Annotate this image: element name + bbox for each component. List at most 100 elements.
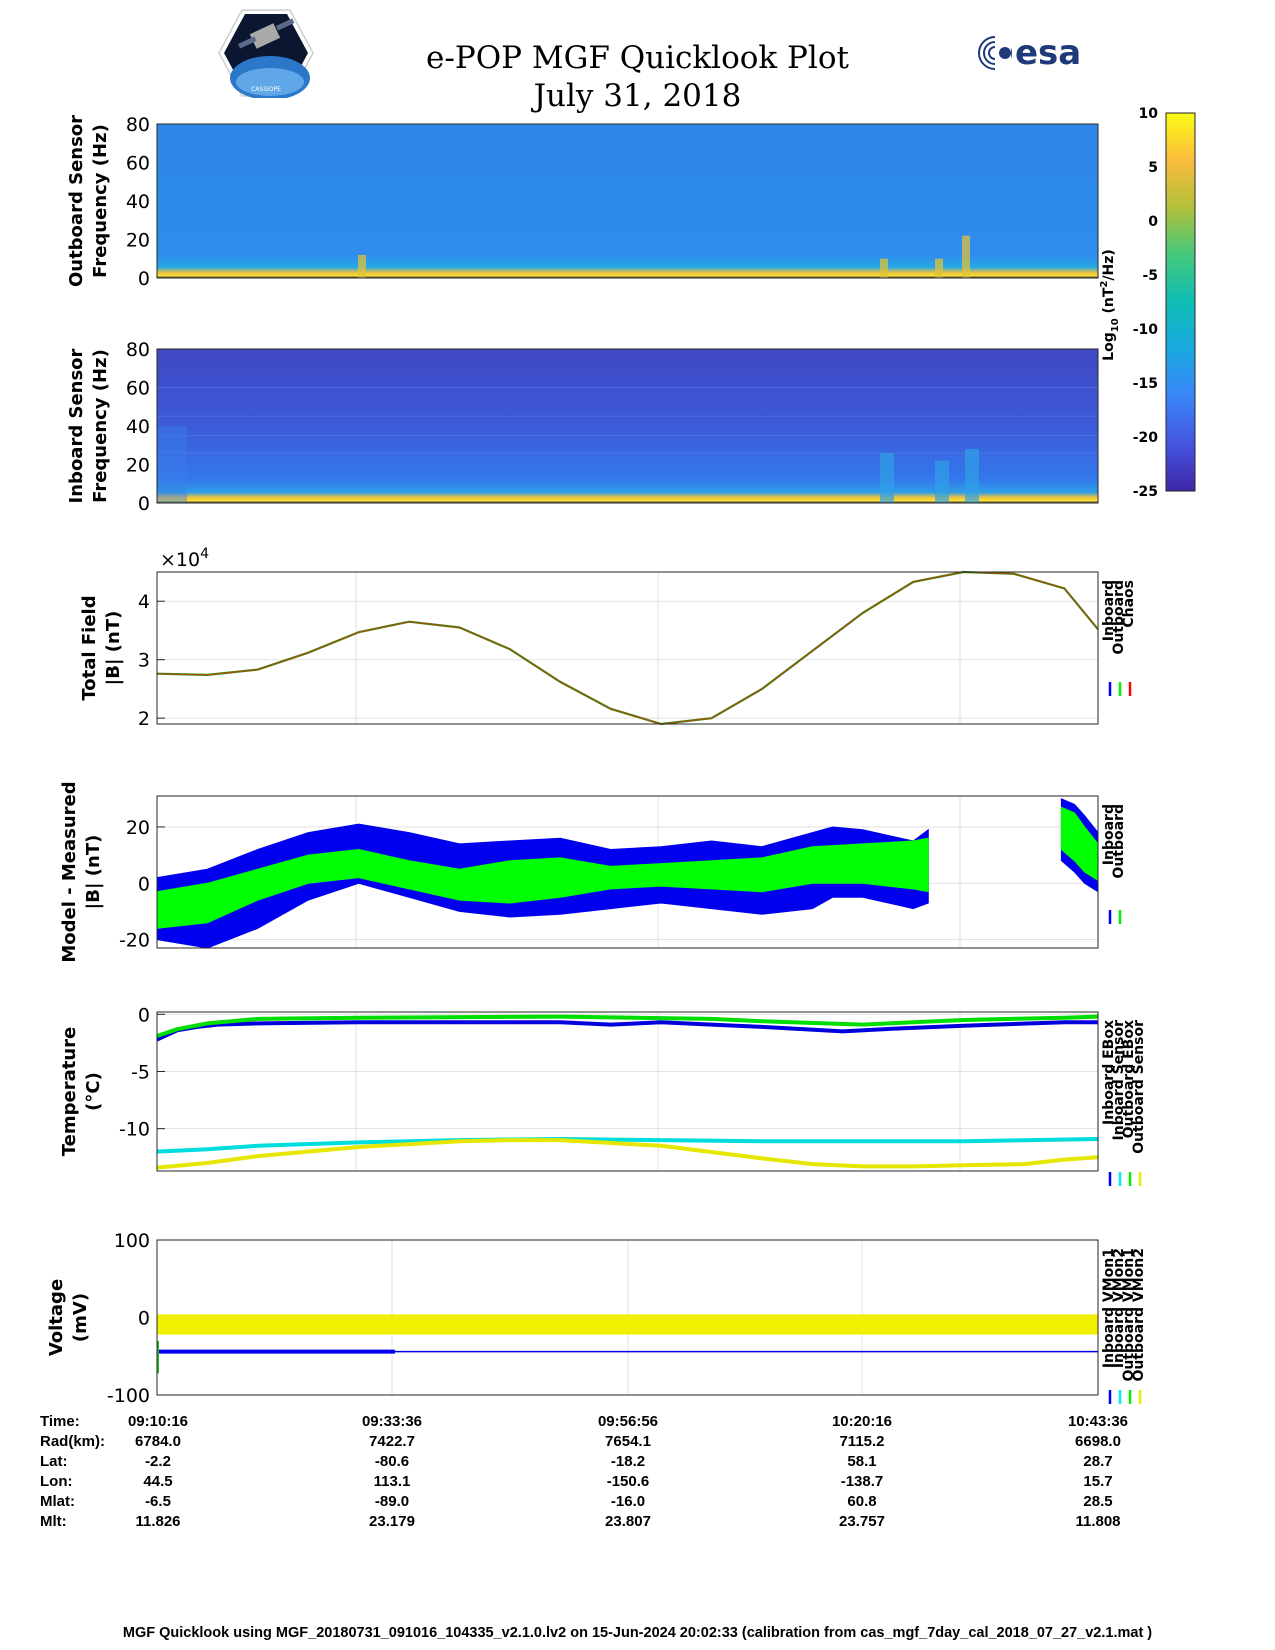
plot-frame [156,123,1099,279]
colorbar-tick-label: -25 [1133,484,1158,500]
colorbar-tick-label: 0 [1148,214,1158,230]
spectral-burst [358,254,366,278]
ephemeris-cell: 15.7 [1083,1473,1113,1490]
ephemeris-row-label: Mlat: [40,1493,75,1510]
legend-label: Inboard [1101,580,1117,641]
ephemeris-cell: 09:56:56 [597,1413,659,1430]
legend-label: Inboard VMon1 [1101,1248,1117,1368]
ephemeris-cell: 6698.0 [1075,1433,1121,1450]
y-axis-label: Frequency (Hz) [90,124,111,278]
ephemeris-cell: -138.7 [840,1473,884,1490]
y-tick-label: 4 [138,591,150,613]
spectral-burst [880,452,894,503]
svg-text:CASSIOPE: CASSIOPE [251,86,281,93]
esa-logo: esa [975,33,1090,73]
spectrogram-image [157,349,1098,503]
legend-label: Outboard [1111,804,1127,879]
y-tick-label: 0 [138,873,150,895]
y-tick-label: 40 [126,416,150,438]
ephemeris-cell: 60.8 [847,1493,877,1510]
legend-label: Inboard VMon2 [1111,1248,1127,1368]
y-tick-label: 60 [126,378,150,400]
series-line [156,571,1099,725]
spectral-burst [935,460,949,503]
ephemeris-cell: -18.2 [610,1453,646,1470]
spectral-burst [157,426,187,503]
plot-frame [156,348,1099,504]
y-tick-label: 0 [138,1308,150,1330]
y-tick-label: 40 [126,191,150,213]
ephemeris-cell: 28.7 [1083,1453,1113,1470]
legend-label: Outboard Sensor [1131,1020,1147,1154]
y-tick-label: -5 [131,1061,150,1083]
series-band [157,1314,1098,1335]
panel-1: 0 20 40 60 80 Outboard Sensor Frequency (Hz) [66,114,1099,290]
ephemeris-cell: -150.6 [606,1473,650,1490]
legend-label: Inboard Sensor [1111,1020,1127,1141]
ephemeris-cell: 7115.2 [839,1433,885,1450]
y-tick-label: 20 [126,455,150,477]
y-axis-label: Model - Measured [59,781,80,962]
ephemeris-cell: 09:33:36 [361,1413,423,1430]
colorbar-tick-label: 5 [1148,160,1158,176]
y-axis-label: (mV) [70,1293,91,1342]
y-tick-label: 0 [138,268,150,290]
ephemeris-cell: 23.807 [605,1513,651,1530]
ephemeris-cell: 11.826 [135,1513,181,1530]
ephemeris-cell: -80.6 [374,1453,410,1470]
spectrogram-image [157,124,1098,278]
plot-frame [156,1011,1099,1172]
page-date: July 31, 2018 [533,78,742,114]
panel-3: 2 3 4 Total Field |B| (nT) ×104 InboardOutboar… [79,546,1137,730]
series-line [156,570,1099,726]
y-tick-label: -100 [107,1385,150,1407]
y-axis-label: |B| (nT) [103,611,124,686]
series-line [156,1014,1099,1038]
ephemeris-cell: 7422.7 [369,1433,415,1450]
y-tick-label: 2 [138,708,150,730]
ephemeris-row-label: Lon: [40,1473,73,1490]
ephemeris-cell: 23.757 [839,1513,885,1530]
svg-text:esa: esa [1015,33,1081,73]
ephemeris-cell: 28.5 [1083,1493,1113,1510]
ephemeris-row-label: Rad(km): [40,1433,106,1450]
colorbar-tick-label: -10 [1133,322,1159,338]
ephemeris-row-label: Time: [40,1413,80,1430]
y-axis-label: Outboard Sensor [66,115,87,287]
y-tick-label: 80 [126,114,150,136]
y-axis-label: Voltage [46,1279,67,1356]
y-axis-label: Temperature [59,1027,80,1156]
legend-label: Chaos [1121,580,1137,628]
legend-label: Outboard EBox [1121,1020,1137,1138]
ephemeris-cell: 11.808 [1075,1513,1121,1530]
legend-label: Outboard [1111,580,1127,655]
y-tick-label: -20 [119,930,150,952]
y-tick-label: 60 [126,153,150,175]
y-tick-label: 100 [114,1230,150,1252]
ephemeris-cell: 10:20:16 [831,1413,893,1430]
colorbar: 10 5 0 -5 -10 -15 -20 -25 Log10 (nT2/Hz) [1099,106,1196,500]
panel-2: 0 20 40 60 80 Inboard Sensor Frequency (Hz) [66,339,1099,515]
cassiope-logo: CASSIOPE [218,8,314,100]
panel-6: -100 0 100 Voltage (mV) Inboard VMon1Inboard … [46,1230,1147,1407]
ephemeris-cell: 113.1 [373,1473,411,1490]
ephemeris-row-label: Mlt: [40,1513,67,1530]
ephemeris-cell: 09:10:16 [127,1413,189,1430]
spectral-burst [880,258,888,278]
ephemeris-cell: 10:43:36 [1067,1413,1129,1430]
legend-label: Outboard VMon1 [1121,1248,1137,1382]
panel-5: -10 -5 0 Temperature (°C) Inboard EBoxInboard… [59,1004,1147,1186]
y-tick-label: 20 [126,230,150,252]
page-title: e-POP MGF Quicklook Plot [426,40,849,76]
y-tick-label: -10 [119,1119,150,1141]
ephemeris-cell: -2.2 [145,1453,171,1470]
spectral-burst [965,449,979,503]
y-axis-label: Frequency (Hz) [90,349,111,503]
ephemeris-cell: -6.5 [145,1493,171,1510]
ephemeris-cell: 23.179 [369,1513,415,1530]
series-line [156,1020,1098,1042]
legend-label: Outboard VMon2 [1131,1248,1147,1382]
plot-frame [156,1239,1099,1396]
y-tick-label: 3 [138,650,150,672]
